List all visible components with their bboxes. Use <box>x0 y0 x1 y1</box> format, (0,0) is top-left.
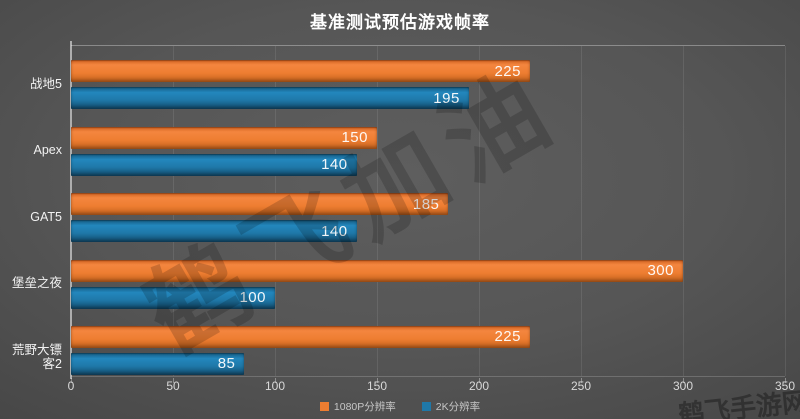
legend-swatch-icon <box>319 402 329 411</box>
bar-value-label: 100 <box>239 289 266 307</box>
y-label-战地5: 战地5 <box>30 76 62 91</box>
bar-荒野大镖客2-1080P分辨率: 225 <box>71 325 530 348</box>
y-label-GAT5: GAT5 <box>30 209 62 224</box>
bar-value-label: 225 <box>494 328 521 346</box>
x-label-350: 350 <box>774 379 796 393</box>
tick-mark-350 <box>785 378 786 383</box>
y-label-荒野大镖客2: 荒野大镖客2 <box>11 342 62 371</box>
tick-mark-250 <box>581 378 582 383</box>
x-label-100: 100 <box>264 379 286 393</box>
bar-战地5-1080P分辨率: 225 <box>71 60 530 83</box>
legend-label: 1080P分辨率 <box>333 401 396 413</box>
x-label-250: 250 <box>570 379 592 393</box>
bar-value-label: 140 <box>321 222 348 240</box>
bar-堡垒之夜-2K分辨率: 100 <box>71 286 275 309</box>
y-label-堡垒之夜: 堡垒之夜 <box>11 276 62 291</box>
tick-mark-100 <box>275 378 276 383</box>
bar-value-label: 150 <box>341 129 368 147</box>
gridline-200 <box>479 46 480 376</box>
chart-title: 基准测试预估游戏帧率 <box>310 13 490 32</box>
bar-group-荒野大镖客2: 225 85 <box>71 312 785 378</box>
tick-mark-300 <box>683 378 684 383</box>
x-label-0: 0 <box>67 379 75 393</box>
legend-item-2K分辨率: 2K分辨率 <box>421 399 481 414</box>
bar-value-label: 195 <box>433 89 460 107</box>
legend-label: 2K分辨率 <box>435 401 481 413</box>
bar-GAT5-2K分辨率: 140 <box>71 220 357 243</box>
x-label-150: 150 <box>366 379 388 393</box>
bar-Apex-2K分辨率: 140 <box>71 153 357 176</box>
y-label-Apex: Apex <box>33 143 63 158</box>
bar-group-Apex: 150 140 <box>71 112 785 178</box>
x-label-50: 50 <box>166 379 180 393</box>
bar-value-label: 140 <box>321 156 348 174</box>
plot-area: 225 195 150 140 185 140 300 100 225 85 <box>71 45 786 383</box>
tick-mark-150 <box>377 378 378 383</box>
bar-value-label: 225 <box>494 62 521 80</box>
bar-Apex-1080P分辨率: 150 <box>71 126 377 149</box>
legend-item-1080P分辨率: 1080P分辨率 <box>319 399 396 414</box>
bar-value-label: 300 <box>647 262 674 280</box>
legend: 1080P分辨率 2K分辨率 <box>0 399 800 414</box>
gridline-250 <box>581 46 582 376</box>
bar-group-堡垒之夜: 300 100 <box>71 245 785 311</box>
bar-堡垒之夜-1080P分辨率: 300 <box>71 259 683 282</box>
bar-荒野大镖客2-2K分辨率: 85 <box>71 352 245 375</box>
bar-group-GAT5: 185 140 <box>71 179 785 245</box>
bar-group-战地5: 225 195 <box>71 46 785 112</box>
gridline-350 <box>785 46 786 376</box>
x-label-300: 300 <box>672 379 694 393</box>
bar-战地5-2K分辨率: 195 <box>71 87 469 110</box>
bar-value-label: 185 <box>412 195 440 213</box>
tick-mark-50 <box>173 378 174 383</box>
tick-mark-0 <box>71 378 72 383</box>
gridline-300 <box>683 46 684 376</box>
tick-mark-200 <box>479 378 480 383</box>
legend-swatch-icon <box>421 402 431 411</box>
x-label-200: 200 <box>468 379 490 393</box>
bar-GAT5-1080P分辨率: 185 <box>71 193 449 216</box>
bar-groups: 225 195 150 140 185 140 300 100 225 85 <box>71 46 785 378</box>
bar-value-label: 85 <box>217 355 236 373</box>
